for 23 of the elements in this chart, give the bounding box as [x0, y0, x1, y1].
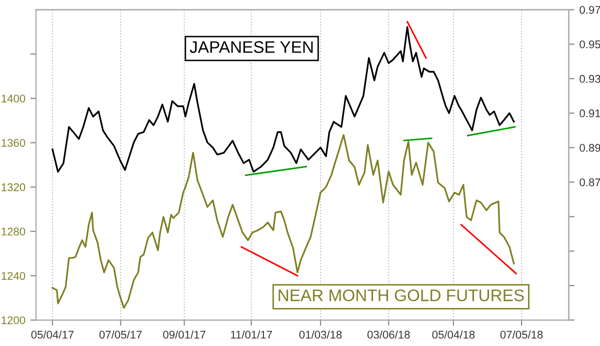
- x-tick-label: 03/06/18: [367, 330, 410, 339]
- x-tick-label: 07/05/18: [500, 330, 543, 339]
- line-series: [52, 26, 515, 173]
- x-tick-label: 07/05/17: [99, 330, 142, 339]
- y2-tick-label: 0.91: [580, 109, 600, 118]
- series-label: NEAR MONTH GOLD FUTURES: [278, 289, 524, 302]
- y-tick-label: 1360: [2, 138, 26, 147]
- x-tick-label: 11/01/17: [230, 330, 272, 339]
- y2-tick-label: 0.87: [580, 178, 600, 186]
- y2-tick-label: 0.89: [580, 144, 600, 152]
- x-tick-label: 01/03/18: [299, 330, 342, 339]
- y-tick-label: 1320: [2, 183, 26, 192]
- x-tick-label: 05/04/18: [432, 330, 475, 339]
- x-tick-label: 05/04/17: [31, 330, 74, 339]
- y2-tick-label: 0.95: [580, 40, 600, 48]
- y-tick-label: 1400: [2, 94, 26, 102]
- y-tick-label: 1280: [2, 228, 26, 236]
- y2-tick-label: 0.97: [580, 6, 600, 14]
- y-tick-label: 1240: [2, 272, 26, 280]
- y-tick-label: 1200: [2, 316, 26, 324]
- y2-tick-label: 0.93: [580, 74, 600, 83]
- series-label: JAPANESE YEN: [190, 41, 313, 53]
- x-tick-label: 09/01/17: [163, 330, 206, 339]
